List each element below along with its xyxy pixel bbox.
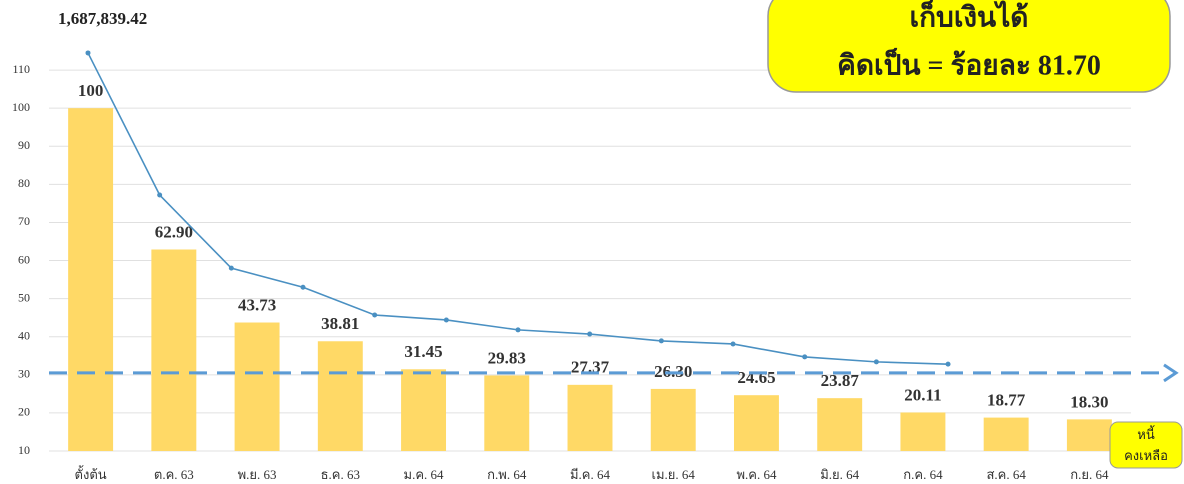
bar xyxy=(68,108,114,451)
y-tick-label: 110 xyxy=(12,62,30,76)
trend-point xyxy=(157,192,163,198)
x-tick-label: ก.พ. 64 xyxy=(487,467,527,482)
y-tick-label: 80 xyxy=(18,176,30,190)
value-label: 62.90 xyxy=(155,222,193,241)
value-label: 20.11 xyxy=(904,385,941,404)
trend-point xyxy=(443,317,449,323)
value-label: 100 xyxy=(78,81,104,100)
bar xyxy=(733,395,779,451)
x-tick-label: ต.ค. 63 xyxy=(154,467,194,482)
y-tick-label: 10 xyxy=(18,443,30,457)
x-tick-label: พ.ค. 64 xyxy=(736,467,777,482)
x-tick-label: พ.ย. 63 xyxy=(238,467,277,482)
bar xyxy=(1066,419,1112,451)
trend-point xyxy=(945,361,951,367)
x-tick-label: ก.ย. 64 xyxy=(1070,467,1109,482)
trend-point xyxy=(730,341,736,347)
bar xyxy=(401,369,447,451)
x-tick-label: ตั้งต้น xyxy=(75,465,107,482)
collected-title: เก็บเงินได้ xyxy=(910,0,1029,33)
x-tick-label: ม.ค. 64 xyxy=(404,467,445,482)
bar xyxy=(817,398,863,451)
value-label: 26.30 xyxy=(654,362,692,381)
bar xyxy=(983,417,1029,451)
total-label: 1,687,839.42 xyxy=(58,9,147,28)
x-tick-label: ธ.ค. 63 xyxy=(321,467,360,482)
bar xyxy=(650,388,696,451)
value-label: 43.73 xyxy=(238,295,276,314)
trend-line xyxy=(87,52,949,365)
remaining-line2: คงเหลือ xyxy=(1124,448,1168,463)
threshold-arrow xyxy=(1163,363,1179,383)
value-label: 24.65 xyxy=(737,368,775,387)
bar xyxy=(567,384,613,451)
trend-point xyxy=(658,338,664,344)
x-tick-label: ก.ค. 64 xyxy=(903,467,943,482)
x-tick-label: มิ.ย. 64 xyxy=(820,467,859,482)
value-label: 23.87 xyxy=(821,371,860,390)
x-tick-label: ส.ค. 64 xyxy=(986,467,1026,482)
y-tick-label: 50 xyxy=(18,290,30,304)
remaining-box xyxy=(1109,421,1183,469)
y-tick-label: 60 xyxy=(18,252,30,266)
y-tick-label: 100 xyxy=(12,100,30,114)
collected-box xyxy=(767,0,1171,93)
y-tick-label: 40 xyxy=(18,328,30,342)
value-label: 18.77 xyxy=(987,391,1026,410)
y-tick-label: 70 xyxy=(18,214,30,228)
value-label: 31.45 xyxy=(404,342,442,361)
x-tick-label: มี.ค. 64 xyxy=(570,467,611,482)
remaining-line1: หนี้ xyxy=(1137,425,1155,442)
trend-point xyxy=(515,327,521,333)
bar xyxy=(317,341,363,451)
trend-point xyxy=(300,284,306,290)
trend-point xyxy=(228,265,234,271)
value-label: 29.83 xyxy=(488,348,526,367)
bar xyxy=(151,249,197,451)
collected-percent: คิดเป็น = ร้อยละ 81.70 xyxy=(837,47,1101,81)
value-label: 27.37 xyxy=(571,358,610,377)
x-tick-label: เม.ย. 64 xyxy=(652,467,696,482)
trend-point xyxy=(372,312,378,318)
y-tick-label: 20 xyxy=(18,405,30,419)
trend-point xyxy=(873,359,879,365)
bar xyxy=(234,322,280,451)
trend-point xyxy=(587,331,593,337)
trend-point xyxy=(802,354,808,360)
trend-point xyxy=(85,50,91,56)
value-label: 38.81 xyxy=(321,314,359,333)
bar xyxy=(484,375,530,451)
y-tick-label: 30 xyxy=(18,367,30,381)
y-tick-label: 90 xyxy=(18,138,30,152)
value-label: 18.30 xyxy=(1070,392,1108,411)
bar xyxy=(900,412,946,451)
